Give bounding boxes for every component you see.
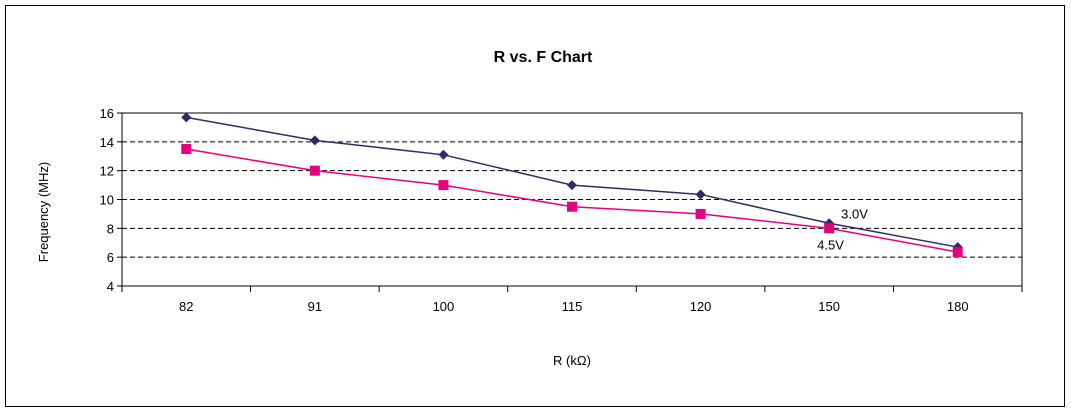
data-point-square (181, 144, 192, 155)
data-point-square (309, 165, 320, 176)
x-tick-label: 82 (179, 299, 193, 314)
series-markers (181, 112, 963, 258)
data-point-square (695, 208, 706, 219)
y-tick-labels: 4 6 8 10 12 14 16 (100, 106, 114, 294)
chart-title: R vs. F Chart (494, 49, 593, 66)
x-tick-label: 120 (690, 299, 712, 314)
x-tick-label: 180 (947, 299, 969, 314)
y-tick-label: 4 (107, 279, 114, 294)
x-axis-label: R (kΩ) (553, 353, 591, 368)
series-labels: 3.0V 4.5V (817, 206, 868, 252)
grid-lines (117, 112, 1023, 292)
series-label: 3.0V (841, 206, 868, 221)
x-tick-label: 115 (562, 299, 583, 314)
y-tick-label: 6 (107, 250, 114, 265)
y-tick-label: 10 (100, 193, 114, 208)
data-point-diamond (309, 135, 320, 146)
data-point-square (567, 201, 577, 212)
x-tick-labels: 82 91 100 115 120 150 180 (179, 299, 969, 314)
data-point-diamond (567, 180, 577, 191)
x-tick-label: 150 (818, 299, 840, 314)
data-point-diamond (181, 112, 192, 123)
y-tick-label: 16 (100, 106, 114, 121)
y-axis-label: Frequency (MHz) (36, 162, 51, 262)
x-tick-label: 100 (433, 299, 455, 314)
x-tick-label: 91 (308, 299, 322, 314)
data-point-square (438, 180, 449, 191)
series-label: 4.5V (817, 237, 844, 252)
y-tick-label: 12 (100, 164, 114, 179)
data-point-square (952, 247, 963, 258)
data-point-diamond (695, 189, 706, 200)
data-point-square (824, 223, 835, 234)
y-tick-label: 14 (100, 135, 114, 150)
y-tick-label: 8 (107, 221, 114, 236)
data-point-diamond (438, 149, 449, 160)
